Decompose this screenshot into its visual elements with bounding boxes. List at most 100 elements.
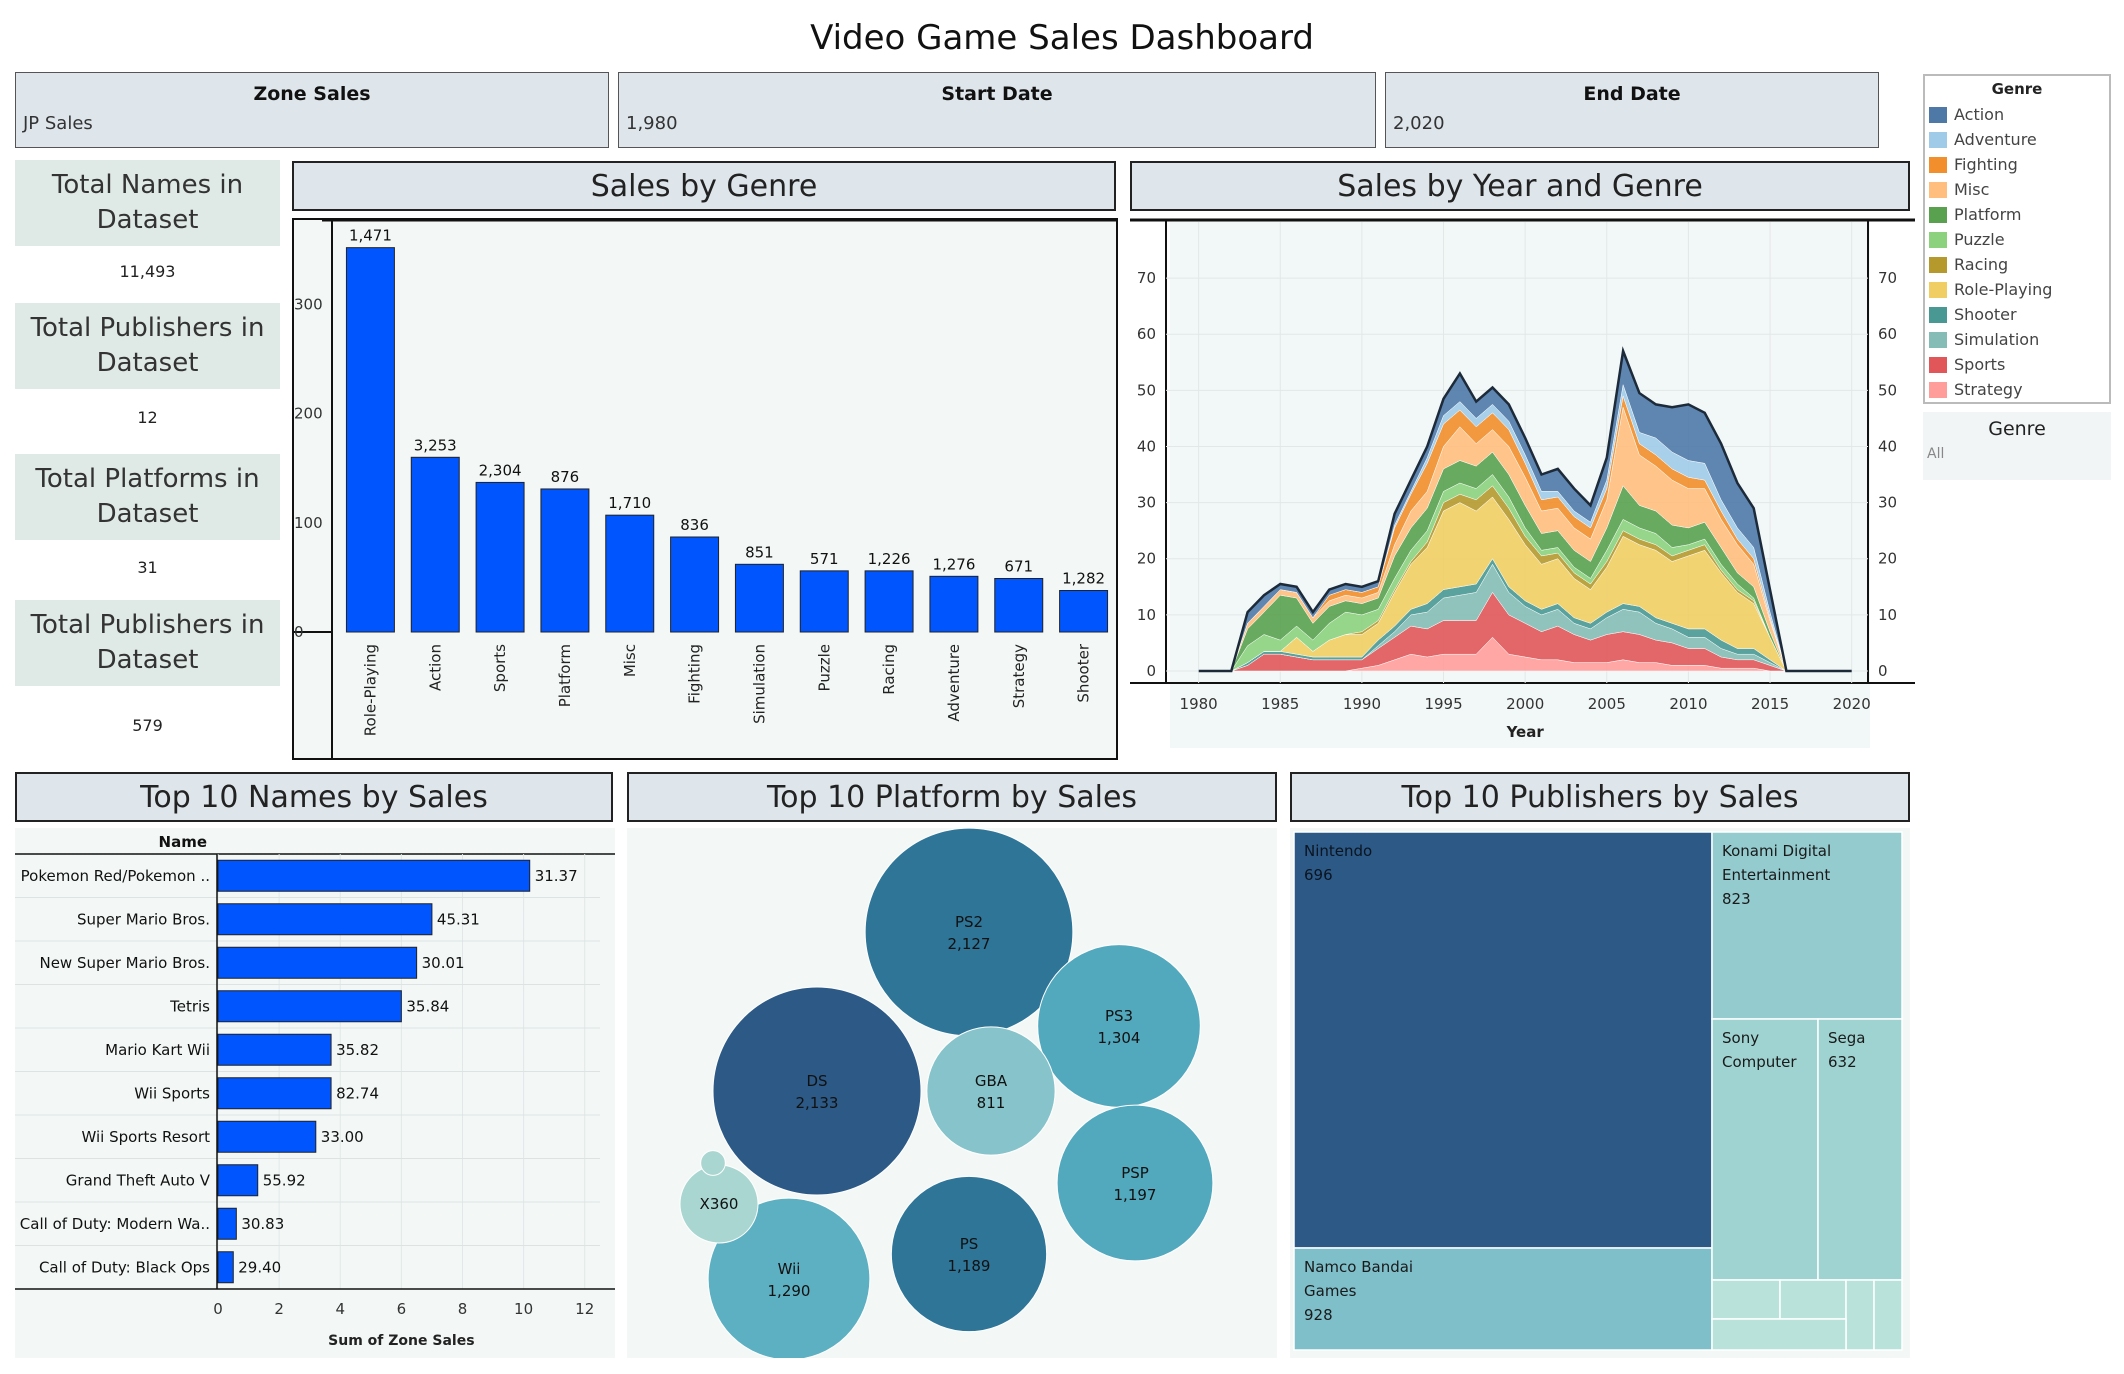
y-tick-label: 0	[1146, 662, 1156, 680]
x-tick-label: Sports	[491, 644, 509, 692]
treemap-label: Nintendo	[1304, 842, 1372, 860]
bar	[217, 1207, 237, 1240]
legend-swatch	[1929, 206, 1947, 223]
bar	[994, 577, 1044, 633]
kpi-label: Total Platforms in Dataset	[35, 464, 260, 529]
x-axis-title: Sum of Zone Sales	[328, 1333, 474, 1349]
top-names-chart: Name 0 2 4 6 8 10 12 Pokemon Red/Pokemon .. 31.37…	[15, 828, 615, 1358]
y-tick-label-right: 70	[1878, 269, 1897, 287]
bubble-value: 1,189	[948, 1257, 991, 1275]
x-tick-label: Action	[426, 644, 444, 691]
bubble-name: DS	[806, 1072, 827, 1090]
bar	[217, 990, 402, 1023]
treemap-cell	[1845, 1279, 1875, 1351]
legend-item[interactable]: Shooter	[1925, 302, 2109, 327]
bubble	[926, 1026, 1056, 1156]
bubble-name: PS2	[955, 913, 983, 931]
bar-data-label: 1,226	[868, 550, 911, 568]
x-tick-label: 2	[274, 1300, 284, 1318]
genre-filter-value[interactable]: All	[1927, 446, 1945, 462]
bubble-value: 2,127	[948, 935, 991, 953]
legend-label: Shooter	[1954, 305, 2017, 324]
legend-label: Fighting	[1954, 155, 2018, 174]
x-tick-label: Shooter	[1075, 643, 1093, 702]
bar	[670, 536, 720, 633]
filter-value[interactable]: JP Sales	[23, 113, 93, 134]
y-tick-label: 100	[294, 514, 323, 532]
bubble	[1056, 1104, 1214, 1262]
x-tick-label: Fighting	[686, 644, 704, 704]
legend-item[interactable]: Adventure	[1925, 127, 2109, 152]
y-tick-label: 40	[1137, 437, 1156, 455]
legend-item[interactable]: Platform	[1925, 202, 2109, 227]
legend-item[interactable]: Puzzle	[1925, 227, 2109, 252]
bar	[1059, 590, 1109, 633]
bar-data-label: 35.84	[406, 997, 449, 1015]
kpi-card-names: Total Names in Dataset	[15, 160, 280, 246]
legend-item[interactable]: Racing	[1925, 252, 2109, 277]
genre-filter[interactable]: Genre All	[1923, 412, 2111, 480]
legend-item[interactable]: Simulation	[1925, 327, 2109, 352]
filter-label: Start Date	[941, 83, 1053, 105]
kpi-value: 11,493	[119, 262, 176, 281]
treemap-label: Sony	[1722, 1029, 1759, 1047]
legend-item[interactable]: Role-Playing	[1925, 277, 2109, 302]
x-tick-label: 2010	[1669, 695, 1707, 713]
x-tick-label: 2020	[1833, 695, 1871, 713]
bar-data-label: 1,276	[932, 555, 975, 573]
y-tick-label-right: 50	[1878, 381, 1897, 399]
legend-item[interactable]: Action	[1925, 102, 2109, 127]
treemap-cell	[1711, 831, 1903, 1020]
treemap-cell	[1711, 1279, 1781, 1320]
legend-item[interactable]: Fighting	[1925, 152, 2109, 177]
bar-data-label: 35.82	[336, 1041, 379, 1059]
x-tick-label: 0	[213, 1300, 223, 1318]
end-date-filter[interactable]: End Date 2,020	[1385, 72, 1879, 148]
genre-legend: Genre Action Adventure Fighting Misc Platfor…	[1923, 74, 2111, 404]
legend-label: Adventure	[1954, 130, 2037, 149]
kpi-card-platforms: Total Platforms in Dataset	[15, 454, 280, 540]
y-tick-label: 60	[1137, 325, 1156, 343]
legend-item[interactable]: Strategy	[1925, 377, 2109, 402]
legend-item[interactable]: Misc	[1925, 177, 2109, 202]
treemap-label: Computer	[1722, 1053, 1797, 1071]
legend-swatch	[1929, 131, 1947, 148]
filter-value[interactable]: 2,020	[1393, 113, 1445, 134]
x-tick-label: Puzzle	[815, 644, 833, 691]
bar-data-label: 3,253	[414, 436, 457, 454]
row-label: Wii Sports	[134, 1084, 210, 1102]
panel-title-top-platforms: Top 10 Platform by Sales	[627, 772, 1277, 822]
legend-swatch	[1929, 281, 1947, 298]
bar	[217, 946, 418, 979]
sales-by-genre-chart: 0 100 200 300 1,471 Role-Playing 3,253 Action 2,…	[292, 218, 1118, 760]
treemap-cell	[1293, 1247, 1713, 1351]
x-tick-label: 4	[335, 1300, 345, 1318]
filter-value[interactable]: 1,980	[626, 113, 678, 134]
kpi-value: 12	[137, 408, 158, 427]
bar	[217, 1077, 332, 1110]
bar-data-label: 571	[810, 550, 839, 568]
start-date-filter[interactable]: Start Date 1,980	[618, 72, 1376, 148]
zone-sales-filter[interactable]: Zone Sales JP Sales	[15, 72, 609, 148]
legend-swatch	[1929, 231, 1947, 248]
bar	[217, 1033, 332, 1066]
bar-data-label: 33.00	[321, 1128, 364, 1146]
legend-item[interactable]: Sports	[1925, 352, 2109, 377]
y-tick-label: 30	[1137, 494, 1156, 512]
legend-swatch	[1929, 306, 1947, 323]
x-tick-label: Misc	[621, 644, 639, 677]
column-header: Name	[159, 833, 207, 851]
y-tick-label: 50	[1137, 381, 1156, 399]
bar	[929, 575, 979, 633]
bar-data-label: 1,282	[1062, 570, 1105, 588]
row-label: Mario Kart Wii	[105, 1041, 210, 1059]
bar-data-label: 45.31	[437, 910, 480, 928]
y-tick-label: 20	[1137, 550, 1156, 568]
bar-data-label: 55.92	[263, 1171, 306, 1189]
bar	[864, 570, 914, 633]
bar	[799, 570, 849, 633]
treemap-value: 823	[1722, 890, 1751, 908]
x-tick-label: 1995	[1424, 695, 1462, 713]
x-tick-label: Platform	[556, 644, 574, 707]
